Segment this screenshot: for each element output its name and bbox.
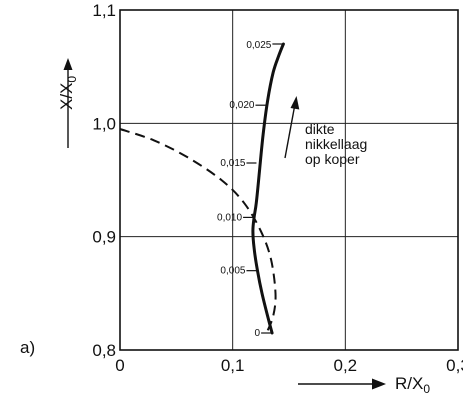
y-tick-label: 0,9 xyxy=(92,228,116,247)
annotation-line-2: nikkellaag xyxy=(305,136,367,152)
y-tick-label: 1,1 xyxy=(92,1,116,20)
x-tick-label: 0,1 xyxy=(221,356,245,375)
point-labels: 0 0,005 0,010 0,015 0,020 0,025 xyxy=(217,40,283,339)
annotation-line-1: dikte xyxy=(305,121,335,137)
solid-curve xyxy=(251,42,285,335)
annotation-line-3: op koper xyxy=(305,151,360,167)
point-label: 0,025 xyxy=(246,40,271,51)
point-label: 0 xyxy=(255,328,261,339)
point-label: 0,020 xyxy=(229,100,254,111)
point-label: 0,010 xyxy=(217,212,242,223)
x-axis-arrow xyxy=(298,378,386,390)
y-axis-label: X/X0 xyxy=(57,76,79,110)
x-tick-label: 0 xyxy=(115,356,124,375)
thickness-arrow xyxy=(284,96,300,159)
tick-labels: 0 0,1 0,2 0,3 0,8 0,9 1,0 1,1 xyxy=(92,1,463,375)
x-tick-label: 0,3 xyxy=(446,356,463,375)
y-tick-label: 0,8 xyxy=(92,341,116,360)
x-axis-label: R/X0 xyxy=(395,374,430,396)
y-tick-label: 1,0 xyxy=(92,114,116,133)
plot-border xyxy=(119,9,459,351)
curves xyxy=(119,42,285,335)
dashed-curve xyxy=(119,128,277,334)
panel-label: a) xyxy=(20,338,35,357)
plot-frame xyxy=(119,9,459,351)
x-tick-label: 0,2 xyxy=(334,356,358,375)
y-axis-label-group: X/X0 xyxy=(57,76,79,110)
point-label: 0,015 xyxy=(220,158,245,169)
y-axis-arrow xyxy=(63,58,73,148)
point-label: 0,005 xyxy=(220,266,245,277)
grid-lines xyxy=(119,9,459,351)
